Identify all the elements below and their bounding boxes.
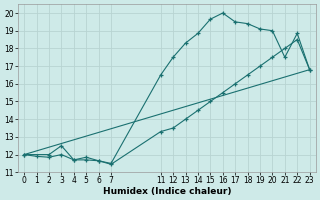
X-axis label: Humidex (Indice chaleur): Humidex (Indice chaleur) xyxy=(103,187,231,196)
